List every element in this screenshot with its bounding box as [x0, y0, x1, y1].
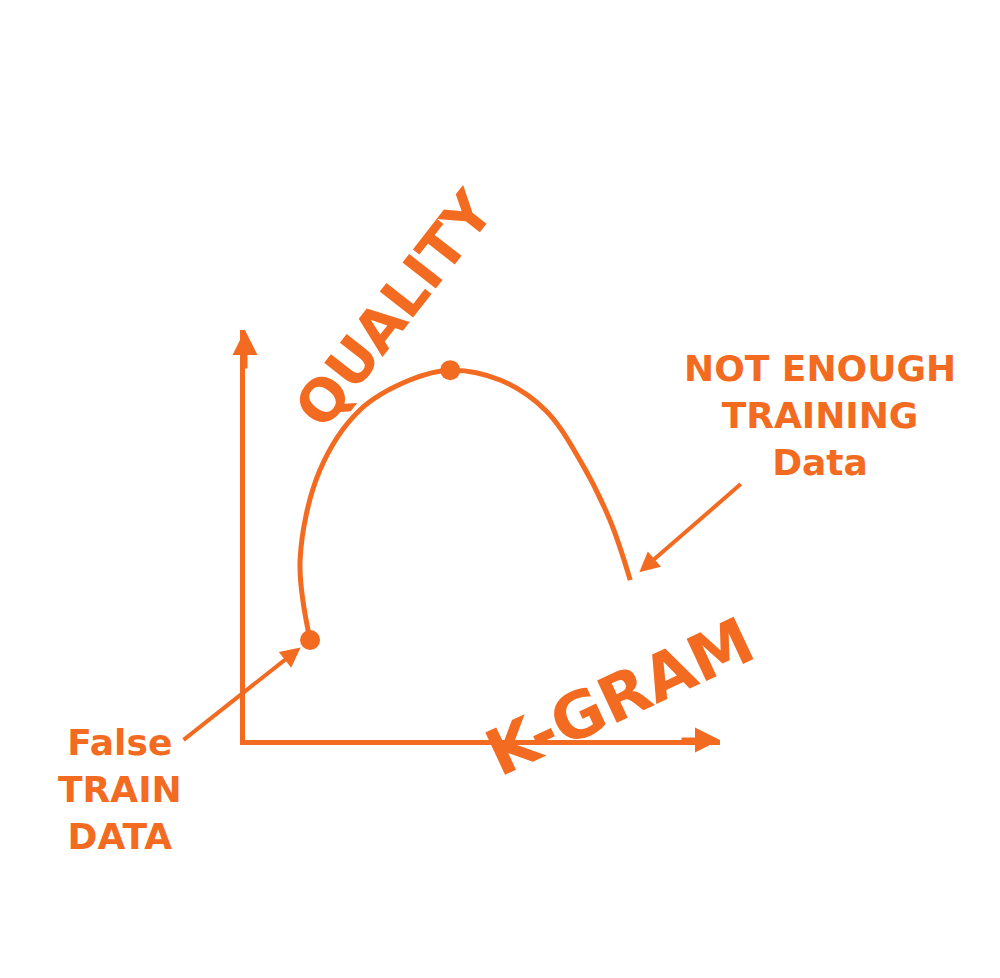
svg-text:NOT ENOUGHTRAININGData: NOT ENOUGHTRAININGData	[684, 348, 956, 483]
svg-text:FalseTRAINDATA: FalseTRAINDATA	[58, 722, 182, 857]
svg-text:K-GRAM: K-GRAM	[475, 603, 765, 791]
svg-text:QUALITY: QUALITY	[281, 177, 507, 440]
